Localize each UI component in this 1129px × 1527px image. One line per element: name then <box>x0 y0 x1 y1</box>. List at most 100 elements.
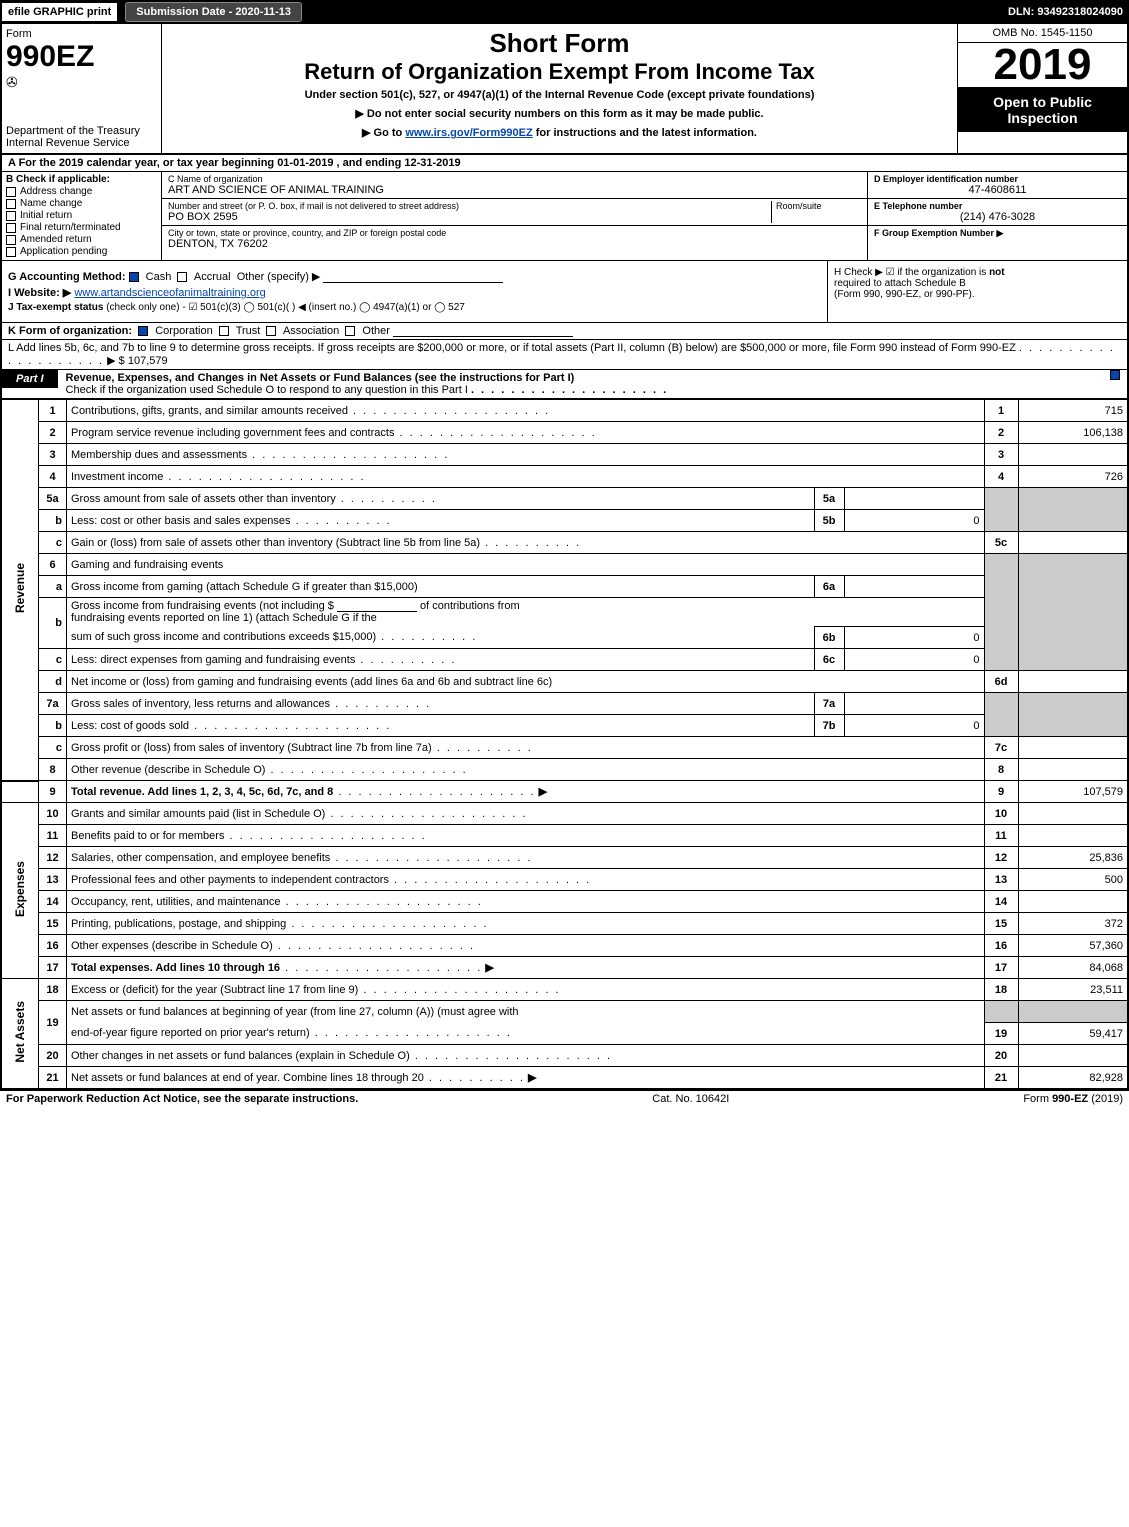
ibox-6c: 6c <box>814 649 844 671</box>
desc-7b: Less: cost of goods sold <box>71 720 391 732</box>
g-other: Other (specify) ▶ <box>237 271 321 283</box>
ln-7b: b <box>39 715 67 737</box>
tax-year: 2019 <box>958 43 1127 88</box>
desc-6d: Net income or (loss) from gaming and fun… <box>67 671 985 693</box>
desc-7a: Gross sales of inventory, less returns a… <box>71 698 431 710</box>
k-corp: Corporation <box>155 325 212 337</box>
part1-check-text: Check if the organization used Schedule … <box>66 384 468 396</box>
short-form-title: Short Form <box>170 28 949 59</box>
val-3 <box>1018 444 1128 466</box>
6b-amount-input[interactable] <box>337 600 417 612</box>
c-name-label: C Name of organization <box>168 174 861 184</box>
chk-assoc[interactable] <box>266 326 276 336</box>
ln-13: 13 <box>39 869 67 891</box>
ln-19: 19 <box>39 1001 67 1045</box>
box-16: 16 <box>984 935 1018 957</box>
box-18: 18 <box>984 979 1018 1001</box>
val-10 <box>1018 803 1128 825</box>
chk-trust[interactable] <box>219 326 229 336</box>
line-a-tax-year: A For the 2019 calendar year, or tax yea… <box>0 155 1129 172</box>
desc-19a: Net assets or fund balances at beginning… <box>67 1001 985 1023</box>
ival-5a <box>844 488 984 510</box>
val-13: 500 <box>1018 869 1128 891</box>
c-street-value: PO BOX 2595 <box>168 211 771 223</box>
desc-6b-2: fundraising events reported on line 1) (… <box>71 612 377 624</box>
submission-date-button[interactable]: Submission Date - 2020-11-13 <box>125 2 302 22</box>
open-to-public-badge: Open to Public Inspection <box>958 88 1127 132</box>
website-link[interactable]: www.artandscienceofanimaltraining.org <box>74 287 265 299</box>
box-20: 20 <box>984 1045 1018 1067</box>
box-9: 9 <box>984 781 1018 803</box>
g-other-input[interactable] <box>323 271 503 283</box>
ival-5b: 0 <box>844 510 984 532</box>
notice-ssn: ▶ Do not enter social security numbers o… <box>170 107 949 120</box>
desc-3: Membership dues and assessments <box>71 449 449 461</box>
val-6d <box>1018 671 1128 693</box>
desc-18: Excess or (deficit) for the year (Subtra… <box>71 984 358 996</box>
box-12: 12 <box>984 847 1018 869</box>
c-street-label: Number and street (or P. O. box, if mail… <box>168 201 771 211</box>
ln-7c: c <box>39 737 67 759</box>
page-footer: For Paperwork Reduction Act Notice, see … <box>0 1089 1129 1107</box>
desc-4: Investment income <box>71 471 366 483</box>
desc-14: Occupancy, rent, utilities, and maintena… <box>71 896 483 908</box>
instructions-link[interactable]: www.irs.gov/Form990EZ <box>405 127 532 139</box>
dots-17 <box>280 962 482 974</box>
notice-goto-pre: ▶ Go to <box>362 127 405 139</box>
k-other-input[interactable] <box>393 325 573 337</box>
chk-other-org[interactable] <box>345 326 355 336</box>
ln-7a: 7a <box>39 693 67 715</box>
chk-cash[interactable] <box>129 272 139 282</box>
box-21: 21 <box>984 1067 1018 1089</box>
c-city-label: City or town, state or province, country… <box>168 228 861 238</box>
l-text: L Add lines 5b, 6c, and 7b to line 9 to … <box>8 342 1016 354</box>
ln-6: 6 <box>39 554 67 576</box>
lbl-final-return: Final return/terminated <box>20 222 121 233</box>
footer-right-bold: 990-EZ <box>1052 1093 1088 1105</box>
chk-initial-return[interactable] <box>6 211 16 221</box>
box-13: 13 <box>984 869 1018 891</box>
chk-corp[interactable] <box>138 326 148 336</box>
chk-final-return[interactable] <box>6 223 16 233</box>
ln-6d: d <box>39 671 67 693</box>
desc-1: Contributions, gifts, grants, and simila… <box>71 405 550 417</box>
chk-amended-return[interactable] <box>6 235 16 245</box>
e-phone-value: (214) 476-3028 <box>874 211 1121 223</box>
chk-name-change[interactable] <box>6 199 16 209</box>
shade-5 <box>984 488 1018 532</box>
val-2: 106,138 <box>1018 422 1128 444</box>
k-trust: Trust <box>236 325 261 337</box>
desc-20: Other changes in net assets or fund bala… <box>71 1050 612 1062</box>
efile-print-button[interactable]: efile GRAPHIC print <box>0 1 119 23</box>
expenses-side-label: Expenses <box>1 803 39 979</box>
line-l: L Add lines 5b, 6c, and 7b to line 9 to … <box>0 340 1129 370</box>
h-text1: H Check ▶ ☑ if the organization is <box>834 267 986 278</box>
arrow-21: ▶ <box>528 1072 536 1084</box>
c-name-value: ART AND SCIENCE OF ANIMAL TRAINING <box>168 184 861 196</box>
ln-4: 4 <box>39 466 67 488</box>
form-header: Form 990EZ ✇ Department of the Treasury … <box>0 24 1129 155</box>
box-8: 8 <box>984 759 1018 781</box>
ln-9: 9 <box>39 781 67 803</box>
chk-schedule-o[interactable] <box>1110 370 1120 380</box>
ival-7b: 0 <box>844 715 984 737</box>
ln-11: 11 <box>39 825 67 847</box>
desc-6c: Less: direct expenses from gaming and fu… <box>71 654 456 666</box>
j-text: (check only one) - ☑ 501(c)(3) ◯ 501(c)(… <box>106 302 465 313</box>
i-label: I Website: ▶ <box>8 287 71 299</box>
val-4: 726 <box>1018 466 1128 488</box>
chk-address-change[interactable] <box>6 187 16 197</box>
val-16: 57,360 <box>1018 935 1128 957</box>
box-11: 11 <box>984 825 1018 847</box>
part1-dots <box>471 384 668 396</box>
ibox-6a: 6a <box>814 576 844 598</box>
notice-goto: ▶ Go to www.irs.gov/Form990EZ for instru… <box>170 126 949 139</box>
ln-20: 20 <box>39 1045 67 1067</box>
l-arrow: ▶ $ <box>107 355 125 367</box>
val-20 <box>1018 1045 1128 1067</box>
desc-11: Benefits paid to or for members <box>71 830 427 842</box>
chk-accrual[interactable] <box>177 272 187 282</box>
dots-9 <box>333 786 535 798</box>
chk-application-pending[interactable] <box>6 247 16 257</box>
desc-15: Printing, publications, postage, and shi… <box>71 918 489 930</box>
